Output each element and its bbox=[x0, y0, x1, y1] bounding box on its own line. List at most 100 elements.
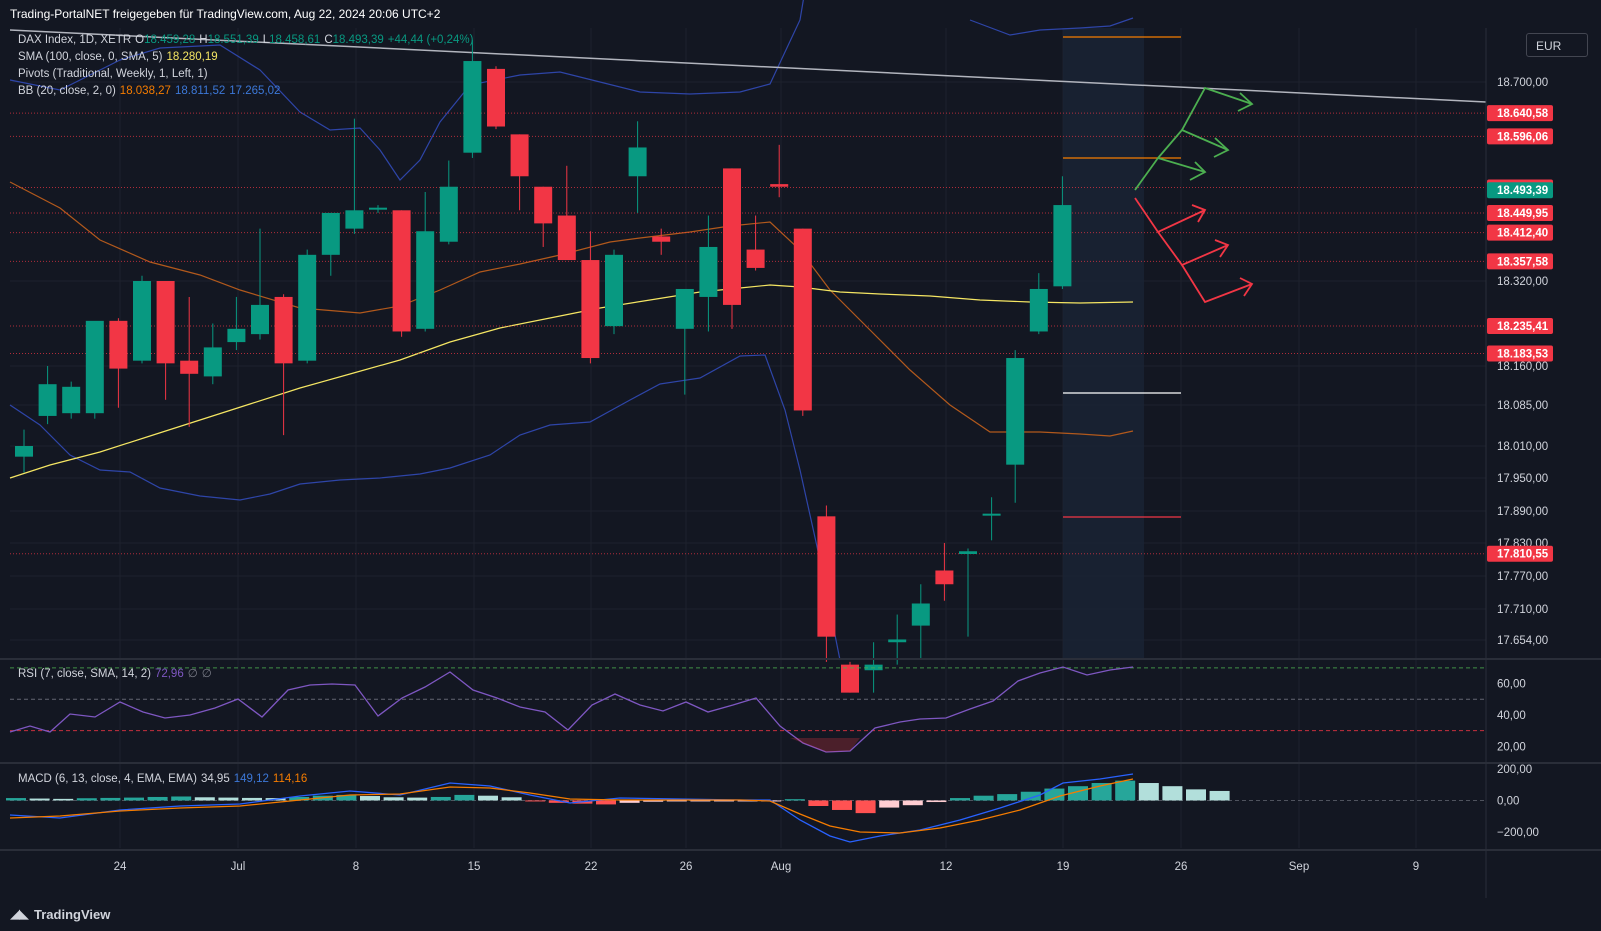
candle bbox=[298, 249, 317, 364]
time-tick-label: Aug bbox=[771, 861, 791, 873]
candle bbox=[274, 294, 293, 436]
candle bbox=[345, 118, 364, 234]
candle-body bbox=[109, 320, 128, 369]
candle bbox=[439, 160, 458, 245]
macd-histogram-bar bbox=[430, 796, 451, 801]
candle-body bbox=[723, 168, 741, 305]
candle bbox=[581, 231, 600, 364]
macd-tick-label: 0,00 bbox=[1497, 795, 1519, 807]
price-tick-label: 17.950,00 bbox=[1497, 473, 1548, 485]
price-tag-label: 18.493,39 bbox=[1497, 185, 1548, 197]
macd-histogram-bar bbox=[926, 800, 947, 803]
candle-body bbox=[1029, 288, 1048, 332]
candle bbox=[1029, 273, 1048, 335]
candle-body bbox=[746, 249, 765, 268]
candle-body bbox=[439, 186, 458, 242]
time-tick-label: 9 bbox=[1413, 861, 1419, 873]
candle-body bbox=[62, 386, 81, 414]
legend-sma[interactable]: SMA (100, close, 0, SMA, 5) 18.280,19 bbox=[18, 51, 222, 63]
price-tick-label: 18.700,00 bbox=[1497, 77, 1548, 89]
macd-histogram-bar bbox=[1044, 788, 1065, 801]
legend-symbol[interactable]: DAX Index, 1D, XETR bbox=[18, 34, 132, 46]
candle-body bbox=[935, 570, 954, 585]
candle bbox=[746, 215, 765, 271]
time-tick-label: Jul bbox=[231, 861, 246, 873]
rsi-tick-label: 60,00 bbox=[1497, 679, 1526, 691]
macd-histogram-bar bbox=[1186, 789, 1206, 801]
candle-body bbox=[817, 516, 836, 637]
price-tag-label: 18.183,53 bbox=[1497, 348, 1548, 360]
footer-bar bbox=[0, 898, 1601, 931]
legend-bb-upper: 18.811,52 bbox=[174, 85, 226, 97]
candle-body bbox=[321, 212, 340, 255]
candle-body bbox=[675, 288, 694, 329]
macd-histogram-bar bbox=[407, 797, 428, 801]
descending-trendline bbox=[9, 29, 1487, 103]
candle bbox=[321, 212, 340, 276]
time-tick-label: 12 bbox=[940, 861, 953, 873]
candle-body bbox=[345, 210, 364, 229]
candle-body bbox=[959, 551, 977, 554]
candle bbox=[203, 323, 222, 385]
time-tick-label: 19 bbox=[1057, 861, 1070, 873]
macd-histogram-bar bbox=[336, 794, 357, 801]
candle bbox=[133, 275, 151, 364]
candle-body bbox=[605, 254, 623, 327]
rsi-oversold-fill bbox=[790, 738, 860, 752]
price-tag-label: 18.596,06 bbox=[1497, 131, 1548, 143]
macd-histogram-bar bbox=[619, 800, 640, 803]
price-tick-label: 17.710,00 bbox=[1497, 604, 1548, 616]
time-tick-label: 26 bbox=[680, 861, 693, 873]
tradingview-brand[interactable]: ◢◣ TradingView bbox=[10, 906, 110, 922]
candle-body bbox=[463, 61, 482, 153]
bb-lower-line bbox=[9, 354, 841, 661]
price-tag-label: 18.640,58 bbox=[1497, 108, 1549, 120]
price-tick-label: 17.770,00 bbox=[1497, 571, 1548, 583]
macd-histogram-bar bbox=[666, 800, 687, 802]
macd-histogram-bar bbox=[997, 794, 1018, 801]
arrow-head bbox=[1237, 92, 1254, 112]
candle bbox=[935, 543, 954, 601]
candle-body bbox=[1006, 358, 1025, 465]
tradingview-logo-icon: ◢◣ bbox=[10, 906, 29, 921]
candle-body bbox=[274, 296, 293, 364]
candle-body bbox=[133, 281, 151, 361]
macd-histogram-bar bbox=[950, 798, 970, 801]
candle bbox=[770, 144, 789, 198]
macd-histogram-bar bbox=[124, 797, 144, 801]
price-tag-bg bbox=[1487, 253, 1553, 270]
rsi-tick-label: 40,00 bbox=[1497, 710, 1526, 722]
legend-high: 18.551,39 bbox=[207, 34, 259, 46]
candle-body bbox=[888, 639, 907, 643]
legend-l-label: L bbox=[262, 34, 270, 46]
candle-body bbox=[911, 603, 930, 626]
price-tick-label: 17.890,00 bbox=[1497, 506, 1548, 518]
legend-macd[interactable]: MACD (6, 13, close, 4, EMA, EMA) 34,95 149… bbox=[18, 773, 311, 785]
candle-body bbox=[510, 134, 529, 177]
macd-histogram-bar bbox=[478, 795, 498, 801]
candle bbox=[959, 548, 977, 637]
legend-main: DAX Index, 1D, XETR O18.459,28 H18.551,39 L… bbox=[18, 34, 477, 46]
legend-bb[interactable]: BB (20, close, 2, 0) 18.038,27 18.811,52 17… bbox=[18, 85, 284, 97]
sma-line bbox=[9, 284, 1134, 479]
legend-o-label: O bbox=[135, 34, 145, 46]
time-axis: 24 Jul 8 15 22 26 Aug 12 19 26 Sep 9 bbox=[114, 861, 1420, 873]
macd-histogram-bar bbox=[548, 800, 569, 803]
candle bbox=[109, 318, 128, 408]
macd-line bbox=[9, 773, 1134, 843]
candle-body bbox=[369, 207, 387, 210]
legend-macd-hist: 34,95 bbox=[200, 773, 230, 785]
candle bbox=[38, 366, 57, 425]
rsi-pane: 60,00 40,00 20,00 bbox=[9, 666, 1526, 753]
price-tag-bg bbox=[1487, 345, 1553, 362]
macd-histogram-bar bbox=[76, 798, 97, 801]
candle-body bbox=[841, 664, 859, 693]
legend-rsi[interactable]: RSI (7, close, SMA, 14, 2) 72,96 ∅ ∅ bbox=[18, 666, 216, 680]
price-tick-label: 18.010,00 bbox=[1497, 441, 1548, 453]
rsi-line bbox=[9, 666, 1134, 753]
bb-upper-line-2 bbox=[969, 17, 1134, 36]
candle bbox=[510, 134, 529, 211]
currency-selector[interactable]: EUR bbox=[1526, 33, 1588, 57]
legend-pivots[interactable]: Pivots (Traditional, Weekly, 1, Left, 1) bbox=[18, 68, 212, 80]
